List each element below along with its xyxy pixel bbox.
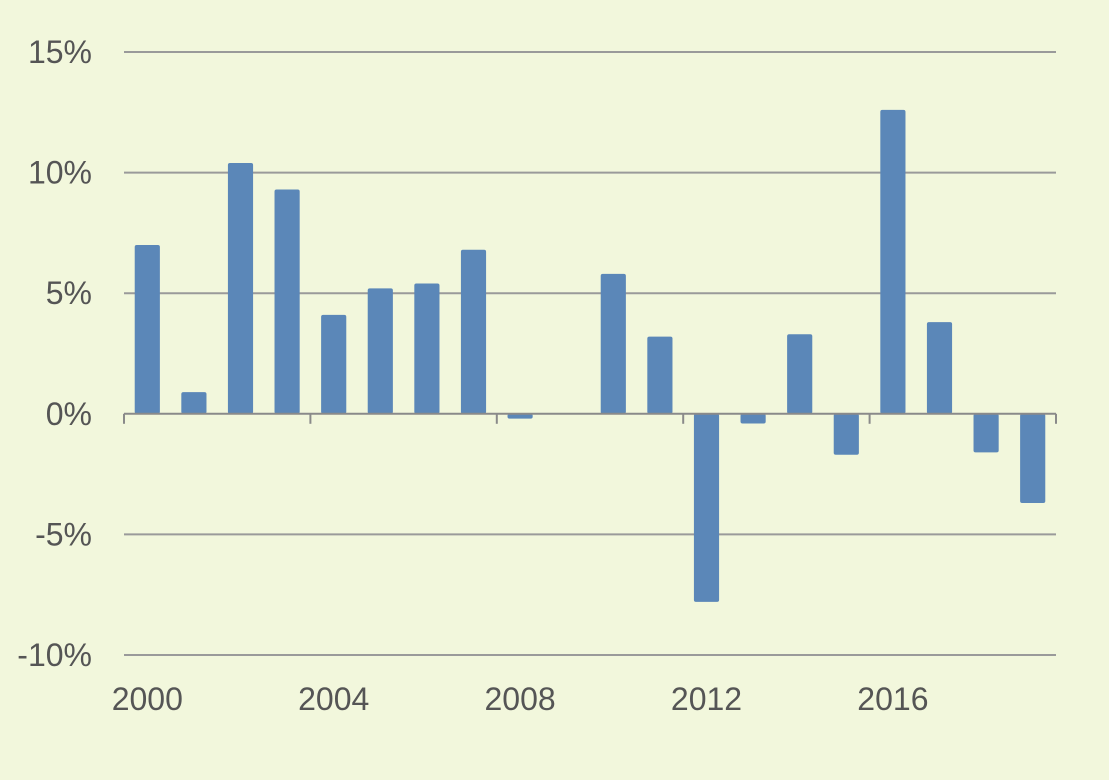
bar-2005 xyxy=(367,288,393,414)
gridlines xyxy=(124,51,1056,656)
bar-2001 xyxy=(181,392,207,414)
y-tick-label: 0% xyxy=(46,396,92,432)
bar-2008 xyxy=(507,413,533,419)
y-tick-label: 10% xyxy=(28,155,92,191)
bar-2016 xyxy=(880,109,906,414)
x-tick-label: 2004 xyxy=(298,681,369,717)
bar-2007 xyxy=(460,249,487,414)
y-tick-label: 5% xyxy=(46,275,92,311)
bar-2002 xyxy=(227,162,254,414)
bar-2011 xyxy=(647,336,673,414)
x-tick-label: 2016 xyxy=(857,681,928,717)
bar-2015 xyxy=(833,413,859,455)
bar-2019 xyxy=(1020,413,1046,504)
bar-2006 xyxy=(414,283,440,414)
bars xyxy=(134,109,1046,602)
bar-2018 xyxy=(973,413,999,453)
bar-2000 xyxy=(134,244,160,414)
y-tick-label: -10% xyxy=(17,637,92,673)
y-axis: 15% 10% 5% 0% -5% -10% xyxy=(17,34,92,673)
bar-2004 xyxy=(321,314,347,414)
x-axis: 2000 2004 2008 2012 2016 xyxy=(112,412,1057,717)
bar-2010 xyxy=(600,273,626,414)
bar-2012 xyxy=(693,413,720,602)
bar-2017 xyxy=(926,322,953,414)
bar-2003 xyxy=(274,189,300,414)
y-tick-label: -5% xyxy=(35,516,92,552)
bar-2013 xyxy=(740,413,766,424)
x-tick-label: 2000 xyxy=(112,681,183,717)
bar-2014 xyxy=(787,334,813,414)
x-tick-label: 2012 xyxy=(671,681,742,717)
x-tick-label: 2008 xyxy=(485,681,556,717)
y-tick-label: 15% xyxy=(28,34,92,70)
